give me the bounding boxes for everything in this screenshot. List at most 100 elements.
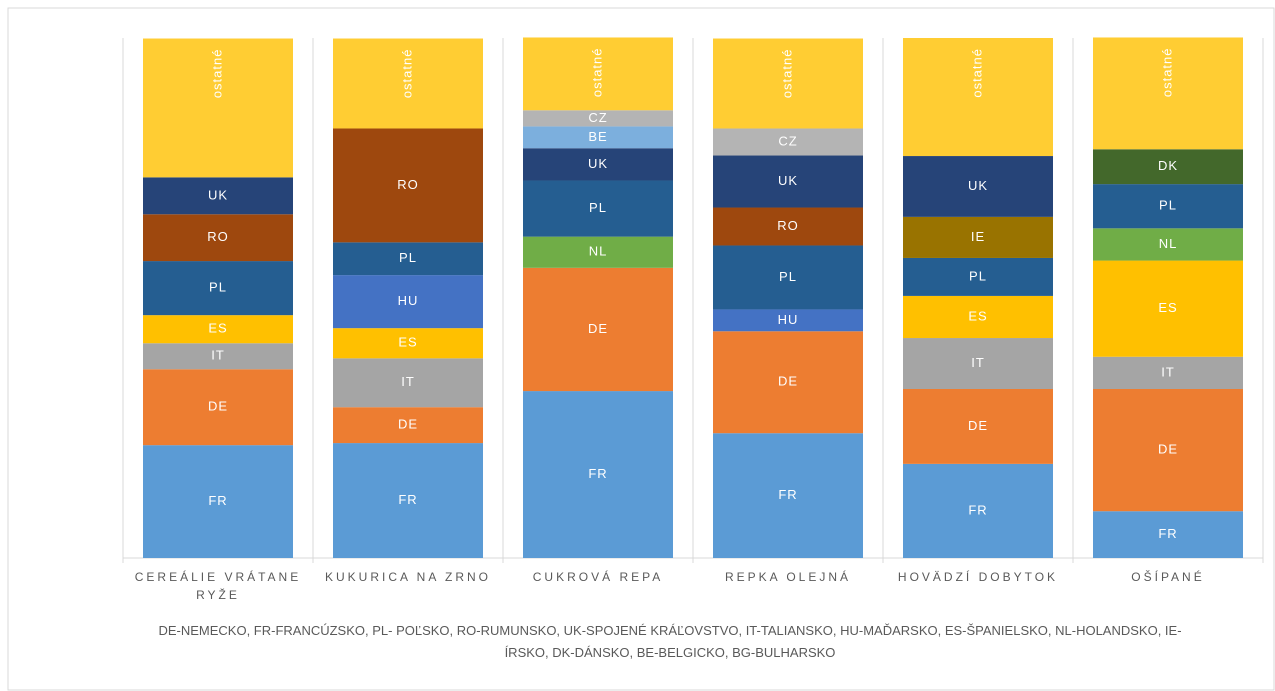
segment-label: IT [211,348,225,363]
bar-segment [143,261,293,316]
bar-segment [523,148,673,181]
segment-label: DE [588,321,608,336]
segment-label: ostatné [209,49,224,99]
segment-label: PL [779,269,797,284]
bar-segment [1093,511,1243,558]
bar-segment [333,275,483,329]
bar-segment [333,242,483,276]
segment-label: PL [209,280,227,295]
segment-label: ES [1158,300,1177,315]
x-tick-label: CUKROVÁ REPA [533,569,663,584]
segment-label: FR [398,492,417,507]
bar-segment [1093,149,1243,185]
bar-segment [143,369,293,446]
x-tick-label: REPKA OLEJNÁ [725,569,851,584]
bar-segment [523,391,673,558]
x-tick-label: HOVÄDZÍ DOBYTOK [898,569,1058,584]
bar-segment [1093,228,1243,261]
bar-segment [1093,184,1243,229]
bar-segment [903,216,1053,258]
bar-segment [1093,389,1243,512]
bar-segment [333,328,483,359]
x-tick-label: CEREÁLIE VRÁTANE RYŽE [135,569,301,602]
segment-label: FR [208,493,227,508]
bar-segment [713,245,863,310]
segment-label: HU [398,293,419,308]
segment-label: RO [777,218,799,233]
segment-label: RO [397,177,419,192]
segment-label: NL [1159,236,1178,251]
segment-label: NL [589,244,608,259]
bar-segment [523,180,673,237]
segment-label: ES [208,321,227,336]
segment-label: FR [588,466,607,481]
bar-segment [903,38,1053,157]
segment-label: RO [207,229,229,244]
bar-segment [523,110,673,127]
bar-segment [903,338,1053,389]
bar-segment [143,214,293,262]
segment-label: ostatné [1159,47,1174,97]
chart-frame [7,7,1275,691]
bar-segment [713,128,863,156]
x-tick-label: OŠÍPANÉ [1131,569,1204,584]
segment-label: CZ [778,133,797,148]
segment-label: FR [968,502,987,517]
bar-segment [713,331,863,434]
segment-label: UK [778,173,798,188]
bar-segment [903,463,1053,558]
bar-segment [713,155,863,208]
bar-segment [1093,356,1243,389]
bar-segment [713,433,863,558]
bar-segment [143,38,293,178]
segment-label: UK [968,178,988,193]
segment-label: PL [1159,198,1177,213]
segment-label: DE [968,418,988,433]
bar-segment [143,445,293,558]
segment-label: ES [398,335,417,350]
bar-segment [523,236,673,268]
bar-segment [523,37,673,111]
note: DE-NEMECKO, FR-FRANCÚZSKO, PL- POĽSKO, R… [158,623,1182,660]
segment-label: DE [208,399,228,414]
segment-label: ES [968,308,987,323]
segment-label: UK [588,156,608,171]
segment-label: DE [1158,442,1178,457]
bar-segment [713,38,863,129]
bar-segment [523,267,673,392]
segment-label: PL [399,250,417,265]
bar-segment [333,358,483,408]
bar-segment [713,309,863,332]
segment-label: ostatné [969,48,984,98]
bar-segment [903,389,1053,464]
segment-label: PL [589,200,607,215]
bar-segment [333,443,483,558]
segment-label: BE [588,129,607,144]
x-tick-label: KUKURICA NA ZRNO [325,570,491,584]
segment-label: DE [398,417,418,432]
bar-segment [143,177,293,215]
segment-label: IE [971,229,985,244]
bar-segment [523,126,673,149]
bar-segment [333,407,483,444]
bar-segment [333,38,483,129]
bar-segment [143,315,293,344]
segment-label: PL [969,268,987,283]
segment-label: CZ [588,110,607,125]
bar-segment [903,156,1053,217]
bar-segment [1093,37,1243,150]
segment-label: IT [401,374,415,389]
segment-label: UK [208,187,228,202]
segment-label: DE [778,374,798,389]
segment-label: IT [1161,364,1175,379]
segment-label: IT [971,355,985,370]
segment-label: ostatné [779,49,794,99]
segment-label: DK [1158,158,1178,173]
bar-segment [903,295,1053,339]
bar-segment [143,343,293,370]
segment-label: FR [778,487,797,502]
bar-segment [713,207,863,246]
segment-label: FR [1158,526,1177,541]
